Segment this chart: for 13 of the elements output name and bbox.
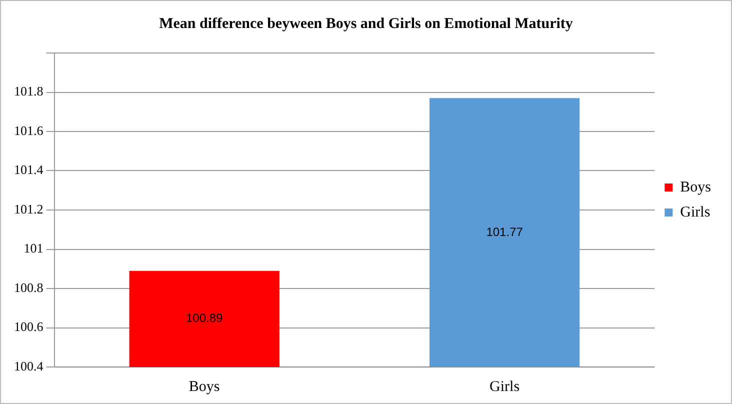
data-label: 100.89 <box>186 311 224 326</box>
chart-title: Mean difference beyween Boys and Girls on Emotional Maturity <box>159 16 574 32</box>
y-tick-label: 101.8 <box>14 84 44 99</box>
y-tick-label: 101.2 <box>14 201 44 216</box>
y-tick-label: 100.8 <box>14 280 44 295</box>
y-tick-label: 100.6 <box>14 319 44 334</box>
legend-label: Boys <box>680 179 712 196</box>
legend-label: Girls <box>680 204 710 220</box>
data-label: 101.77 <box>486 224 524 239</box>
y-tick-label: 101.6 <box>14 122 44 138</box>
y-tick-label: 100.4 <box>14 358 44 374</box>
y-tick-label: 101.4 <box>14 162 44 178</box>
y-tick-label: 101 <box>24 240 44 256</box>
